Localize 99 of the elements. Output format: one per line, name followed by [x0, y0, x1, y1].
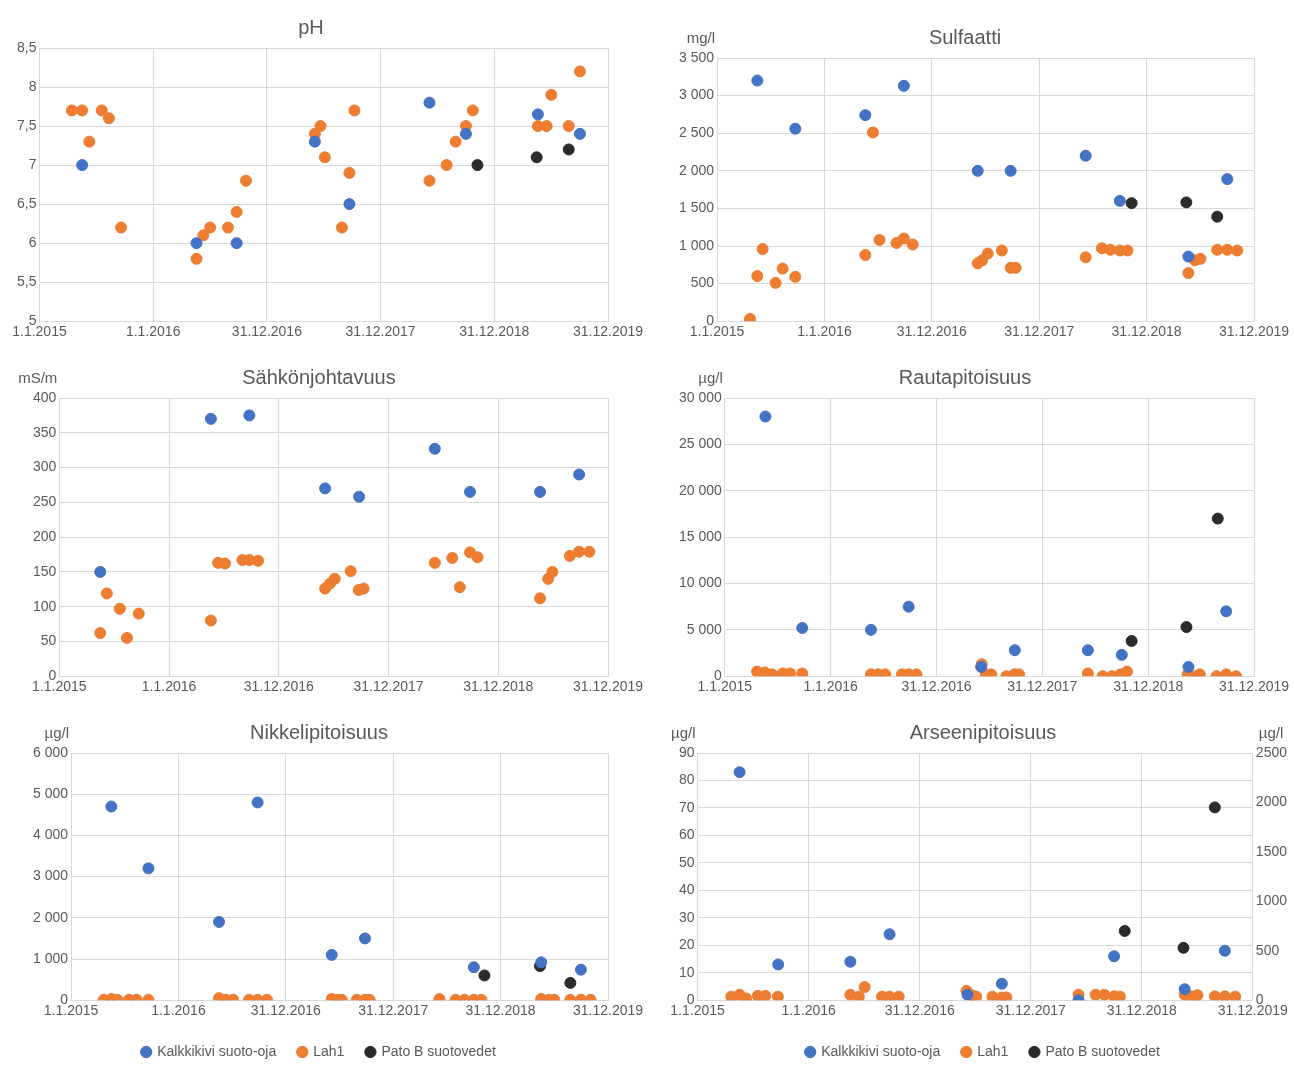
y-tick-label: 2 500 [678, 124, 715, 141]
legend-label: Pato B suotovedet [381, 1042, 496, 1059]
x-tick-label: 31.12.2019 [572, 678, 644, 695]
legend-label: Lah1 [313, 1042, 345, 1059]
y-tick-label: 5 000 [32, 785, 69, 802]
y-tick-label: 150 [33, 562, 57, 579]
chart-title: Sähkönjohtavuus [242, 365, 396, 388]
y-tick-label: 5,5 [16, 273, 37, 290]
y-tick-label: 15 000 [678, 527, 723, 544]
x-tick-label: 1.1.2016 [125, 323, 181, 340]
y-tick-label: 25 000 [678, 435, 723, 452]
y-tick-label: 2 000 [32, 908, 69, 925]
y-tick-label: 7,5 [16, 116, 37, 133]
x-tick-label: 31.12.2016 [901, 678, 972, 695]
x-tick-label: 1.1.2016 [781, 1002, 837, 1019]
chart-title: pH [298, 15, 324, 38]
y-tick-label: 70 [678, 798, 695, 815]
y-tick-label: 400 [33, 388, 57, 405]
y-tick-label: 0 [686, 991, 695, 1008]
y-tick-label: 350 [33, 423, 57, 440]
y-tick-label: 7 [28, 155, 37, 172]
x-tick-label: 31.12.2019 [572, 1002, 644, 1019]
x-tick-label: 31.12.2017 [1007, 678, 1078, 695]
y-tick-label: 40 [678, 881, 695, 898]
y-tick-label: 10 [678, 963, 695, 980]
y-tick-label: 4 000 [32, 826, 69, 843]
x-tick-label: 31.12.2017 [358, 1002, 429, 1019]
y-tick-label: 6,5 [16, 194, 37, 211]
y-tick-label: 5 000 [686, 620, 723, 637]
y-tick-label: 90 [678, 743, 695, 760]
y-tick-label: 0 [60, 991, 69, 1008]
y-tick-label: 30 [678, 908, 695, 925]
legend-label: Kalkkikivi suoto-oja [821, 1042, 941, 1059]
y-tick-label: 10 000 [678, 574, 723, 591]
y-tick-label: 6 000 [32, 743, 69, 760]
x-tick-label: 31.12.2019 [1218, 323, 1290, 340]
x-tick-label: 31.12.2018 [1111, 323, 1182, 340]
y-tick-label: 1 000 [32, 949, 69, 966]
y-tick-label: 3 000 [678, 86, 715, 103]
y2-tick-label: 2000 [1255, 793, 1288, 810]
y-tick-label: 0 [706, 312, 715, 329]
chart-title: Arseenipitoisuus [909, 720, 1057, 743]
y-tick-label: 30 000 [678, 388, 723, 405]
y-tick-label: 8 [28, 77, 37, 94]
y-tick-label: 60 [678, 826, 695, 843]
y-axis-title: mS/m [18, 368, 58, 386]
legend-label: Lah1 [977, 1042, 1009, 1059]
x-tick-label: 31.12.2017 [345, 323, 416, 340]
x-tick-label: 31.12.2018 [1113, 678, 1184, 695]
y-tick-label: 0 [714, 667, 723, 684]
y-tick-label: 50 [40, 632, 57, 649]
x-tick-label: 31.12.2018 [463, 678, 534, 695]
y-axis-title: µg/l [698, 368, 723, 386]
y-tick-label: 6 [28, 234, 37, 250]
y2-tick-label: 1500 [1255, 842, 1288, 859]
y-tick-label: 300 [33, 458, 57, 475]
y-tick-label: 3 000 [32, 867, 69, 884]
y-tick-label: 3 500 [678, 48, 715, 65]
chart-title: Sulfaatti [928, 25, 1002, 48]
x-tick-label: 1.1.2016 [803, 678, 859, 695]
y2-tick-label: 500 [1255, 941, 1280, 958]
x-tick-label: 31.12.2019 [1218, 678, 1290, 695]
y-axis-title: µg/l [671, 723, 696, 741]
x-tick-label: 31.12.2017 [1004, 323, 1075, 340]
y-axis-title: µg/l [44, 723, 70, 741]
legend-label: Kalkkikivi suoto-oja [157, 1042, 277, 1059]
y-tick-label: 8,5 [16, 38, 37, 55]
legend-label: Pato B suotovedet [1045, 1042, 1160, 1059]
chart-title: Nikkelipitoisuus [250, 720, 388, 743]
y2-axis-title: µg/l [1258, 723, 1284, 741]
x-tick-label: 31.12.2018 [459, 323, 530, 340]
x-tick-label: 1.1.2016 [141, 678, 197, 695]
x-tick-label: 31.12.2016 [250, 1002, 322, 1019]
y-tick-label: 20 000 [678, 481, 723, 498]
y-axis-title: mg/l [686, 28, 716, 46]
y-tick-label: 1 000 [678, 236, 715, 253]
x-tick-label: 31.12.2016 [243, 678, 315, 695]
x-tick-label: 1.1.2016 [797, 323, 852, 340]
y-tick-label: 50 [678, 853, 695, 870]
x-tick-label: 31.12.2019 [572, 323, 644, 340]
y-tick-label: 20 [678, 936, 695, 953]
x-tick-label: 31.12.2018 [465, 1002, 536, 1019]
x-tick-label: 31.12.2017 [353, 678, 424, 695]
chart-title: Rautapitoisuus [898, 365, 1032, 388]
y-tick-label: 100 [33, 597, 57, 614]
y-tick-label: 2 000 [678, 161, 715, 178]
x-tick-label: 31.12.2017 [995, 1002, 1066, 1019]
x-tick-label: 31.12.2016 [884, 1002, 955, 1019]
y-tick-label: 200 [33, 527, 57, 544]
y-tick-label: 500 [690, 274, 715, 291]
x-tick-label: 1.1.2016 [151, 1002, 206, 1019]
x-tick-label: 31.12.2016 [896, 323, 968, 340]
y-tick-label: 80 [678, 771, 695, 788]
x-tick-label: 31.12.2016 [231, 323, 303, 340]
x-tick-label: 31.12.2018 [1106, 1002, 1178, 1019]
y2-tick-label: 1000 [1255, 892, 1288, 909]
y2-tick-label: 2500 [1255, 743, 1288, 760]
y-tick-label: 250 [33, 493, 57, 510]
y-tick-label: 1 500 [678, 199, 715, 216]
